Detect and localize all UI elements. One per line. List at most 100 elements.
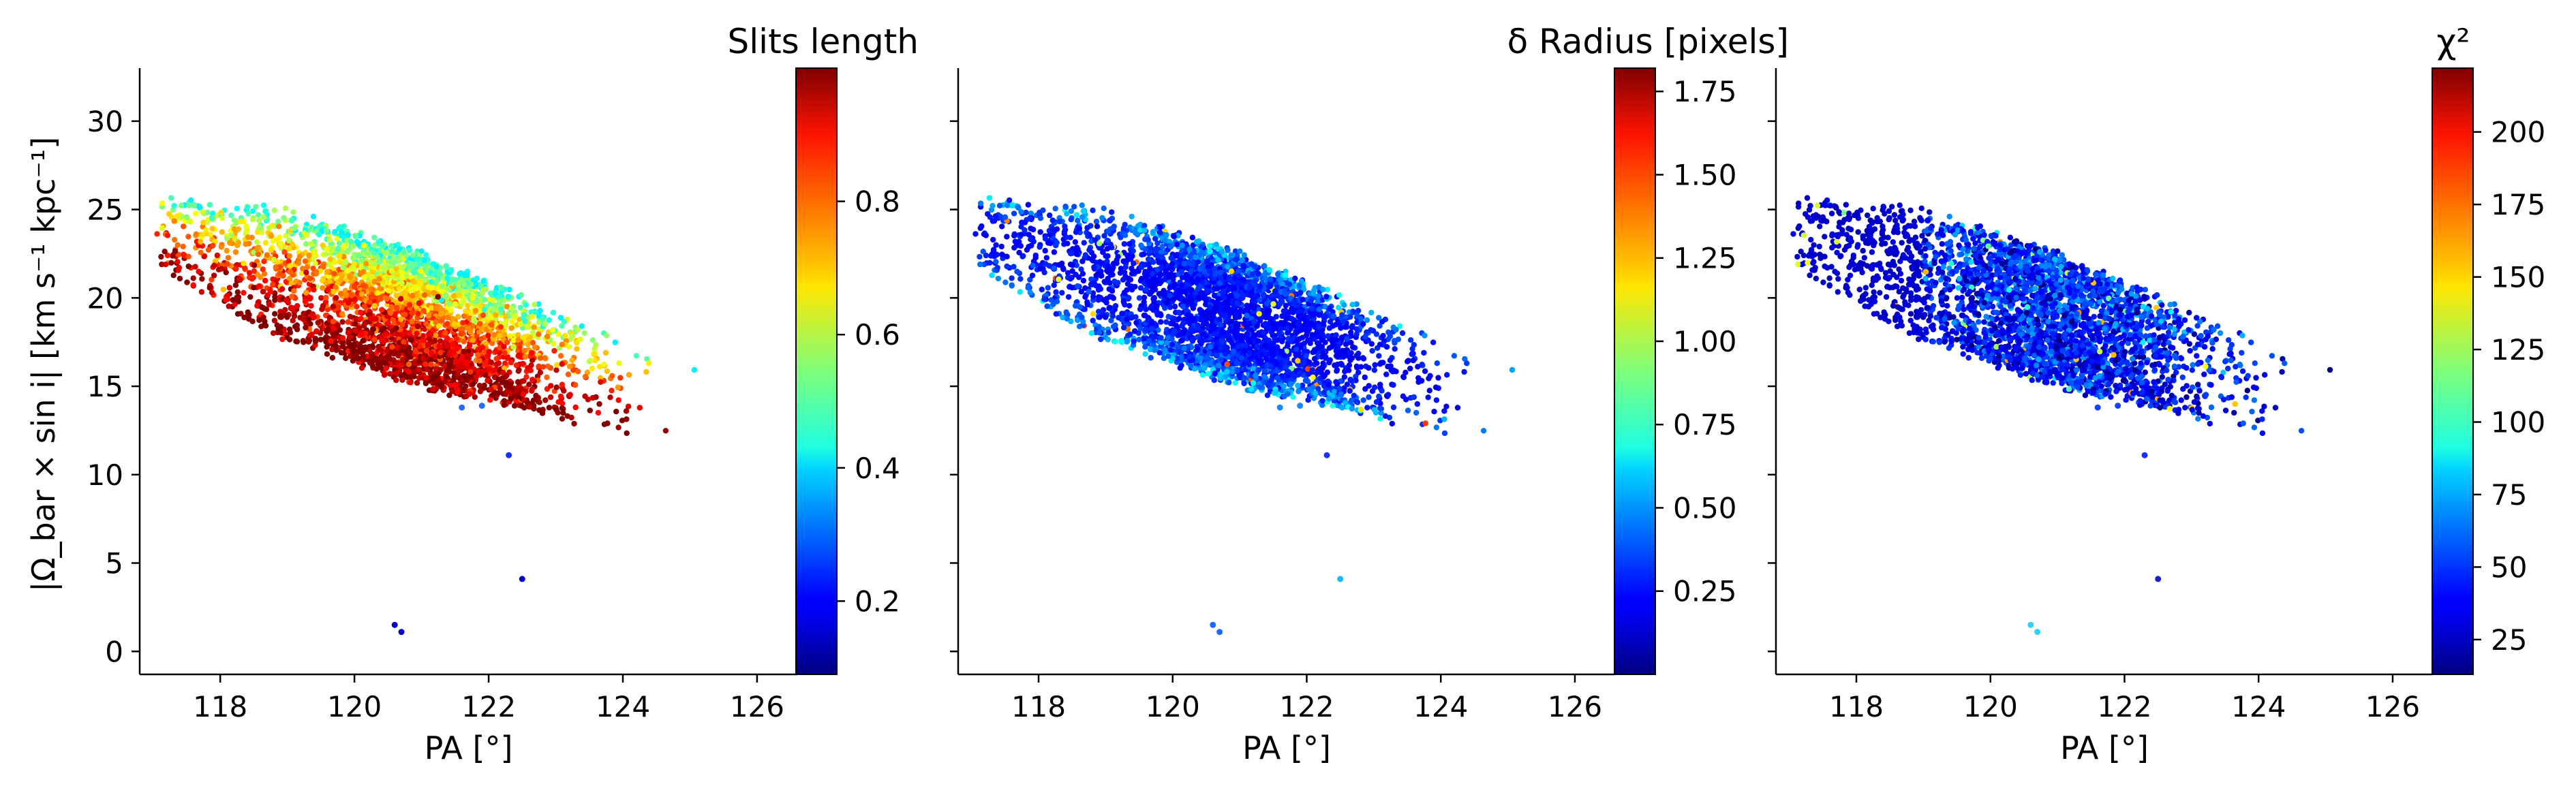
scatter-point <box>461 313 467 319</box>
scatter-point <box>485 377 491 384</box>
scatter-point <box>574 346 580 352</box>
scatter-point <box>542 321 548 327</box>
scatter-point <box>264 252 271 258</box>
scatter-point <box>308 302 314 309</box>
scatter-point <box>567 392 573 398</box>
scatter-point <box>612 339 618 345</box>
scatter-point <box>403 374 410 380</box>
scatter-point <box>272 311 278 317</box>
scatter-point <box>553 384 559 390</box>
scatter-point <box>501 331 508 338</box>
scatter-point <box>593 394 599 401</box>
scatter-point <box>408 337 415 343</box>
scatter-point <box>1344 381 1351 388</box>
scatter-point <box>323 294 329 300</box>
scatter-point <box>416 366 422 373</box>
scatter-point <box>386 356 392 362</box>
scatter-point <box>1105 330 1111 336</box>
scatter-point <box>1042 247 1048 254</box>
scatter-point <box>414 379 420 386</box>
scatter-point <box>361 282 367 289</box>
scatter-point <box>511 403 518 409</box>
scatter-point <box>459 364 465 371</box>
scatter-point <box>353 328 359 334</box>
scatter-point <box>1451 353 1458 359</box>
scatter-point <box>477 388 484 394</box>
scatter-point <box>410 252 416 258</box>
scatter-point <box>546 317 552 324</box>
scatter-point <box>185 263 191 270</box>
scatter-point <box>394 271 400 278</box>
scatter-point <box>1444 372 1450 378</box>
scatter-point <box>1080 277 1087 284</box>
scatter-point <box>593 342 599 348</box>
scatter-point <box>557 393 564 400</box>
scatter-point <box>1011 231 1017 237</box>
scatter-point <box>1052 206 1058 212</box>
scatter-point <box>320 285 326 291</box>
scatter-point <box>502 286 508 293</box>
scatter-point <box>184 279 190 285</box>
scatter-point <box>172 236 178 243</box>
scatter-point <box>343 355 349 361</box>
scatter-point <box>313 269 320 275</box>
scatter-point <box>1414 401 1420 407</box>
scatter-point <box>536 313 542 319</box>
scatter-point <box>554 362 560 368</box>
scatter-point <box>272 294 278 300</box>
scatter-point <box>468 281 474 287</box>
y-axis-label: |Ω_bar × sin i| [km s⁻¹ kpc⁻¹] <box>25 137 63 592</box>
scatter-point <box>532 344 538 350</box>
scatter-point <box>235 240 242 246</box>
scatter-point <box>402 289 408 296</box>
scatter-point <box>281 215 287 221</box>
scatter-point <box>162 262 169 268</box>
scatter-point <box>290 209 296 215</box>
scatter-point <box>329 355 336 361</box>
scatter-point <box>260 266 266 272</box>
scatter-point <box>1320 360 1326 366</box>
scatter-point <box>451 369 457 376</box>
scatter-point <box>271 317 278 324</box>
scatter-point <box>478 336 485 342</box>
x-axis-label: PA [°] <box>1242 730 1331 766</box>
scatter-point <box>219 266 225 272</box>
scatter-point <box>416 256 422 262</box>
scatter-point <box>404 351 410 357</box>
scatter-point <box>555 331 562 337</box>
x-tick-label: 122 <box>1279 690 1334 723</box>
scatter-point <box>269 233 275 239</box>
scatter-point <box>357 309 364 315</box>
scatter-point <box>219 215 226 221</box>
scatter-point <box>361 275 367 281</box>
scatter-point <box>381 263 388 269</box>
scatter-point <box>397 257 403 264</box>
scatter-point <box>330 318 337 325</box>
scatter-point <box>262 240 269 246</box>
scatter-point <box>159 200 166 206</box>
scatter-point <box>352 234 359 240</box>
scatter-point <box>428 361 434 368</box>
scatter-point <box>311 287 317 293</box>
scatter-point <box>219 229 225 235</box>
scatter-point <box>615 384 621 390</box>
scatter-point <box>332 229 338 235</box>
scatter-point <box>371 357 378 364</box>
scatter-point <box>416 292 422 299</box>
scatter-point <box>1025 202 1032 208</box>
scatter-point <box>513 398 519 404</box>
scatter-point <box>371 302 378 309</box>
scatter-point <box>214 252 221 259</box>
scatter-point <box>199 276 205 282</box>
scatter-point <box>245 204 251 210</box>
scatter-point <box>405 361 412 367</box>
scatter-point <box>383 365 389 371</box>
scatter-point <box>451 321 457 327</box>
scatter-point <box>315 319 321 326</box>
scatter-point <box>231 217 237 223</box>
scatter-point <box>412 348 419 354</box>
scatter-point <box>565 371 572 377</box>
scatter-point <box>249 208 256 215</box>
scatter-point <box>423 347 430 354</box>
scatter-point <box>531 405 537 412</box>
